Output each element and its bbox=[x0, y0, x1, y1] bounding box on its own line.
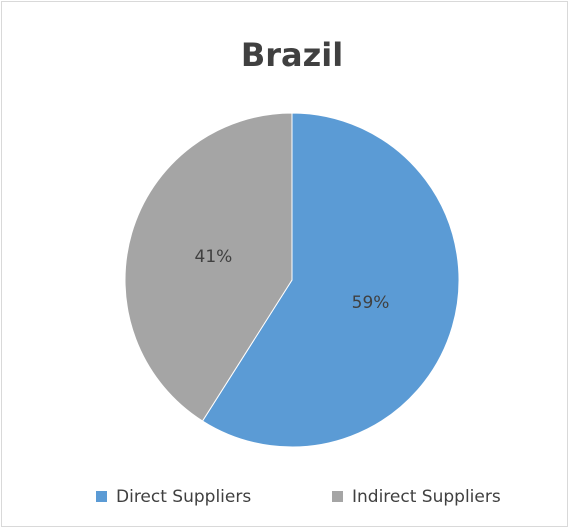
legend-swatch bbox=[332, 491, 343, 502]
data-label: 41% bbox=[195, 247, 233, 267]
legend-swatch bbox=[96, 491, 107, 502]
chart-title: Brazil bbox=[241, 36, 343, 74]
legend-label: Direct Suppliers bbox=[116, 487, 251, 507]
pie-slice bbox=[124, 112, 293, 422]
legend-label: Indirect Suppliers bbox=[352, 487, 501, 507]
pie-slice bbox=[201, 112, 460, 448]
data-label: 59% bbox=[352, 293, 390, 313]
